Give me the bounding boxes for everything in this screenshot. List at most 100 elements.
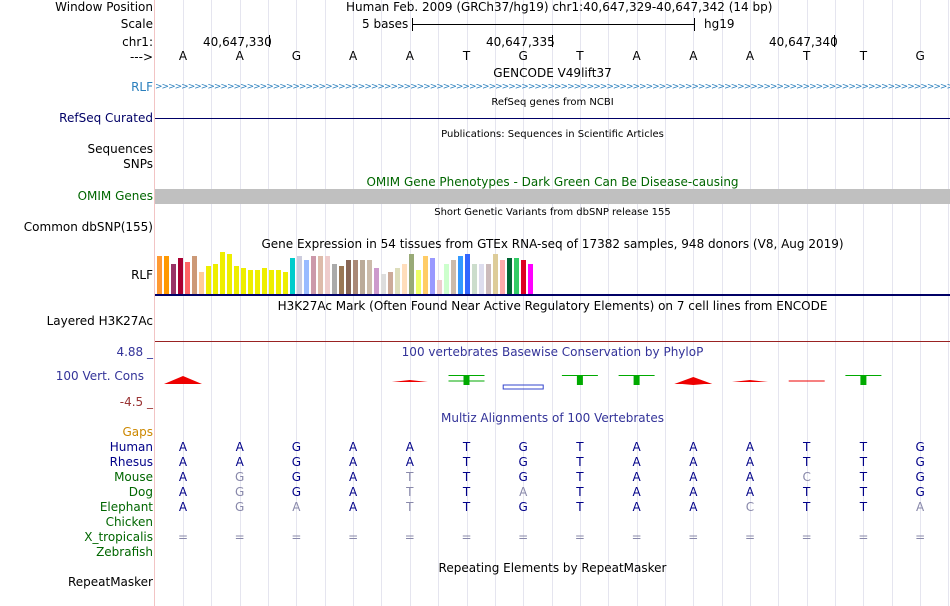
multiz-base[interactable]: T (462, 440, 471, 454)
conservation-mark[interactable] (391, 380, 428, 382)
gtex-tissue-bar[interactable] (381, 274, 386, 294)
multiz-base[interactable]: G (291, 485, 302, 499)
gencode-track-title[interactable]: GENCODE V49lift37 (493, 66, 612, 80)
multiz-base[interactable]: T (803, 440, 811, 454)
publications-track-title[interactable]: Publications: Sequences in Scientific Ar… (441, 129, 664, 140)
multiz-base[interactable]: = (631, 530, 642, 544)
gtex-tissue-bar[interactable] (493, 254, 498, 294)
multiz-base[interactable]: T (803, 455, 811, 469)
gtex-tissue-bar[interactable] (465, 254, 470, 294)
multiz-base[interactable]: T (576, 485, 584, 499)
multiz-base[interactable]: A (348, 500, 358, 514)
gtex-tissue-bar[interactable] (192, 256, 197, 294)
base-letter[interactable]: G (915, 49, 925, 63)
gtex-tissue-bar[interactable] (500, 260, 505, 294)
base-letter[interactable]: T (859, 49, 868, 63)
gtex-tissue-bar[interactable] (304, 260, 309, 294)
base-letter[interactable]: T (576, 49, 584, 63)
gencode-gene-intron[interactable]: >>>>>>>>>>>>>>>>>>>>>>>>>>>>>>>>>>>>>>>>… (155, 82, 950, 92)
omim-label[interactable]: OMIM Genes (77, 189, 153, 203)
multiz-species-label[interactable]: Human (109, 440, 153, 454)
base-letter[interactable]: T (462, 49, 471, 63)
multiz-base[interactable]: T (803, 500, 811, 514)
gtex-tissue-bar[interactable] (325, 256, 330, 294)
gtex-tissue-bar[interactable] (458, 256, 463, 294)
multiz-base[interactable]: A (292, 500, 301, 514)
gtex-tissue-bar[interactable] (332, 264, 337, 294)
multiz-base[interactable]: T (406, 470, 414, 484)
gtex-tissue-bar[interactable] (360, 260, 365, 294)
multiz-base[interactable]: A (178, 455, 188, 469)
multiz-base[interactable]: T (462, 485, 471, 499)
multiz-species-label[interactable]: Mouse (114, 470, 153, 484)
refseq-gene-line[interactable] (155, 118, 950, 119)
multiz-base[interactable]: T (406, 500, 414, 514)
conservation-label[interactable]: 100 Vert. Cons (55, 369, 144, 383)
multiz-species-label[interactable]: Zebrafish (96, 545, 153, 559)
multiz-base[interactable]: = (177, 530, 189, 544)
multiz-species-label[interactable]: X_tropicalis (84, 530, 153, 544)
multiz-base[interactable]: = (858, 530, 869, 544)
multiz-species-label[interactable]: Rhesus (109, 455, 153, 469)
omim-gene-bar[interactable] (155, 189, 950, 204)
gtex-tissue-bar[interactable] (220, 252, 225, 294)
gtex-tissue-bar[interactable] (227, 254, 232, 294)
multiz-base[interactable]: = (744, 530, 756, 544)
gtex-tissue-bar[interactable] (514, 258, 519, 294)
multiz-species-label[interactable]: Elephant (99, 500, 153, 514)
gtex-tissue-bar[interactable] (171, 264, 176, 294)
base-letter[interactable]: A (745, 49, 755, 63)
multiz-base[interactable]: A (745, 470, 755, 484)
multiz-base[interactable]: T (859, 485, 868, 499)
multiz-base[interactable]: G (915, 440, 925, 454)
gtex-tissue-bar[interactable] (486, 264, 491, 294)
gtex-tissue-bar[interactable] (234, 266, 239, 294)
multiz-base[interactable]: A (178, 440, 188, 454)
gtex-tissue-bar[interactable] (528, 264, 533, 294)
multiz-base[interactable]: A (689, 500, 698, 514)
gtex-tissue-bar[interactable] (472, 264, 477, 294)
multiz-base[interactable]: A (745, 455, 755, 469)
multiz-base[interactable]: = (801, 530, 812, 544)
h3k27ac-label[interactable]: Layered H3K27Ac (46, 314, 153, 328)
gtex-tissue-bar[interactable] (262, 268, 267, 294)
base-letter[interactable]: A (235, 49, 244, 63)
gtex-tissue-bar[interactable] (213, 264, 218, 294)
gtex-tissue-bar[interactable] (451, 260, 456, 294)
gencode-gene-label[interactable]: RLF (131, 80, 153, 94)
gtex-tissue-bar[interactable] (507, 258, 512, 294)
conservation-mark[interactable] (674, 377, 713, 385)
gtex-tissue-bar[interactable] (521, 260, 526, 294)
multiz-base[interactable]: A (632, 470, 641, 484)
multiz-base[interactable]: T (462, 470, 471, 484)
multiz-base[interactable]: A (632, 485, 641, 499)
conservation-mark[interactable] (732, 380, 768, 382)
repeatmasker-label[interactable]: RepeatMasker (67, 575, 153, 589)
multiz-base[interactable]: C (745, 500, 755, 514)
h3k27ac-track-title[interactable]: H3K27Ac Mark (Often Found Near Active Re… (277, 299, 828, 313)
gtex-tissue-bar[interactable] (283, 272, 288, 294)
gtex-tissue-bar[interactable] (346, 260, 351, 294)
refseq-track-title[interactable]: RefSeq genes from NCBI (491, 97, 614, 108)
gtex-tissue-bar[interactable] (164, 256, 169, 294)
refseq-label[interactable]: RefSeq Curated (59, 111, 153, 125)
multiz-base[interactable]: A (632, 440, 641, 454)
multiz-base[interactable]: G (915, 455, 925, 469)
multiz-base[interactable]: A (689, 440, 698, 454)
multiz-base[interactable]: A (178, 470, 188, 484)
multiz-base[interactable]: G (915, 485, 925, 499)
conservation-track-title[interactable]: 100 vertebrates Basewise Conservation by… (401, 345, 704, 359)
multiz-base[interactable]: = (574, 530, 585, 544)
multiz-base[interactable]: A (915, 500, 925, 514)
gtex-tissue-bar[interactable] (248, 270, 253, 294)
multiz-base[interactable]: A (178, 500, 188, 514)
multiz-base[interactable]: = (234, 530, 245, 544)
base-letter[interactable]: A (348, 49, 358, 63)
gtex-tissue-bar[interactable] (374, 268, 379, 294)
gtex-tissue-bar[interactable] (290, 258, 295, 294)
gtex-tissue-bar[interactable] (199, 272, 204, 294)
multiz-base[interactable]: G (518, 455, 528, 469)
multiz-base[interactable]: T (803, 485, 811, 499)
multiz-base[interactable]: A (348, 485, 358, 499)
multiz-base[interactable]: T (576, 470, 584, 484)
